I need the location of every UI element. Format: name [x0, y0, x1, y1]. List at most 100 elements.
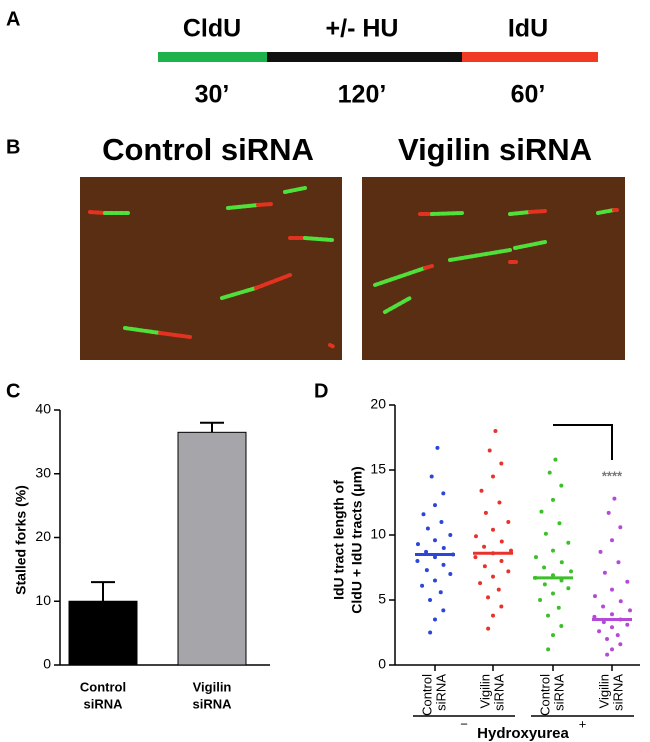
data-point	[439, 520, 444, 524]
y-tick-label: 10	[35, 592, 51, 608]
y-tick-label: 10	[370, 526, 386, 542]
data-point	[473, 534, 478, 539]
data-point	[546, 647, 551, 652]
error-bar	[200, 421, 224, 433]
data-point	[433, 503, 437, 508]
y-tick-label: 0	[43, 656, 51, 672]
x-tick-label: siRNA	[433, 674, 448, 711]
data-point	[499, 559, 504, 563]
x-tick-label: Vigilin	[596, 674, 611, 708]
data-point	[491, 613, 495, 618]
duration: 60’	[511, 81, 546, 109]
x-tick-label: Vigilin	[477, 674, 492, 708]
data-point	[551, 573, 555, 578]
image-title: Vigilin siRNA	[398, 132, 592, 167]
data-point	[566, 540, 571, 545]
data-point	[487, 448, 492, 453]
data-point	[598, 549, 603, 554]
image-title: Control siRNA	[102, 132, 314, 167]
panel-label: D	[314, 380, 328, 402]
data-point	[499, 539, 504, 544]
data-point	[569, 569, 573, 574]
data-point	[606, 510, 611, 515]
data-point	[559, 578, 564, 583]
y-tick-label: 20	[370, 396, 386, 412]
data-point	[448, 533, 453, 537]
data-point	[601, 620, 606, 625]
data-point	[435, 445, 440, 450]
data-point	[421, 512, 426, 517]
data-point	[615, 633, 620, 638]
data-point	[601, 604, 606, 609]
group-label: +	[579, 716, 587, 731]
data-point	[433, 578, 437, 583]
data-point	[542, 582, 547, 587]
data-point	[546, 613, 551, 618]
data-point	[424, 568, 429, 573]
data-point	[499, 604, 504, 609]
y-tick-label: 5	[378, 591, 386, 607]
x-tick-label: Vigilin	[193, 679, 232, 694]
data-point	[428, 630, 433, 635]
data-point	[473, 555, 478, 560]
data-point	[491, 527, 495, 532]
data-point	[438, 590, 443, 595]
data-point	[618, 642, 623, 647]
data-point	[433, 538, 437, 543]
data-point	[557, 521, 562, 526]
y-tick-label: 40	[35, 401, 51, 417]
data-point	[486, 626, 491, 631]
data-point	[483, 510, 488, 515]
y-axis-label: CldU + IdU tracts (μm)	[349, 466, 365, 613]
significance-bracket	[553, 424, 613, 460]
data-point	[441, 608, 446, 613]
data-point	[420, 583, 425, 588]
data-point	[551, 497, 555, 502]
group-label: −	[460, 716, 468, 731]
data-point	[559, 624, 564, 628]
segment	[267, 52, 462, 62]
data-point	[533, 555, 538, 560]
data-point	[482, 564, 487, 569]
data-point	[499, 461, 504, 466]
data-point	[618, 599, 623, 604]
data-point	[415, 542, 420, 547]
duration: 30’	[195, 81, 230, 109]
data-point	[551, 591, 555, 596]
segment	[462, 52, 598, 62]
data-point	[618, 525, 623, 530]
data-point	[448, 572, 453, 576]
data-point	[496, 587, 501, 592]
data-point	[493, 429, 498, 433]
x-tick-label: Control	[419, 674, 434, 716]
y-axis-label: Stalled forks (%)	[13, 485, 29, 595]
data-point	[559, 483, 564, 488]
panel-label: A	[6, 8, 20, 30]
data-point	[605, 652, 610, 657]
y-axis-label: IdU tract length of	[331, 480, 347, 600]
data-point	[559, 560, 564, 565]
data-point	[497, 500, 502, 505]
panel-label: B	[6, 136, 20, 158]
bar	[177, 431, 247, 666]
x-tick-label: siRNA	[610, 674, 625, 711]
data-point	[538, 598, 543, 602]
x-tick-label: Control	[80, 679, 126, 694]
data-point	[602, 570, 607, 575]
data-point	[441, 546, 446, 550]
x-tick-label: siRNA	[83, 696, 123, 711]
data-point	[433, 555, 437, 560]
data-point	[486, 595, 491, 600]
bar	[68, 600, 138, 666]
error-bar	[91, 581, 115, 602]
y-tick-label: 30	[35, 464, 51, 480]
data-point	[506, 520, 511, 524]
data-point	[612, 496, 617, 501]
data-point	[610, 538, 614, 543]
x-tick-label: siRNA	[551, 674, 566, 711]
data-point	[424, 549, 429, 554]
data-point	[441, 491, 446, 496]
x-tick-label: siRNA	[491, 674, 506, 711]
data-point	[429, 474, 434, 479]
panel-label: C	[6, 380, 20, 402]
